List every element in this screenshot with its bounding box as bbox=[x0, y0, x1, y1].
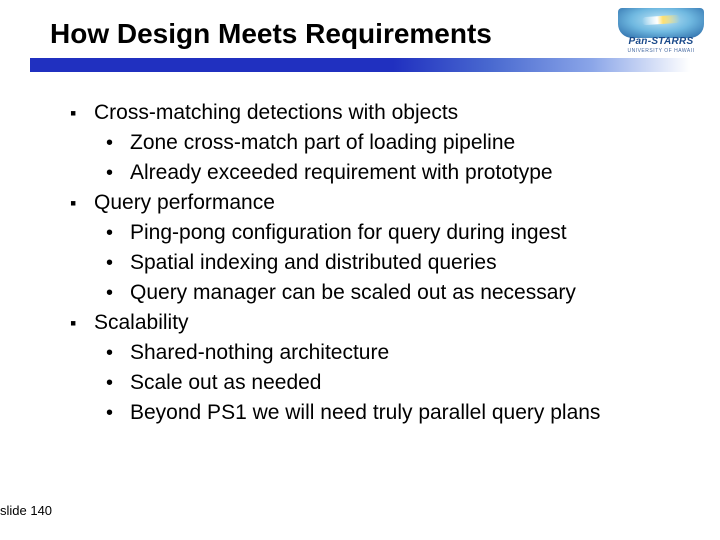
dot-bullet-icon: • bbox=[106, 250, 130, 276]
dot-bullet-icon: • bbox=[106, 280, 130, 306]
sub-bullet-item: • Beyond PS1 we will need truly parallel… bbox=[106, 400, 680, 426]
square-bullet-icon: ▪ bbox=[70, 310, 94, 336]
sub-bullet-item: • Query manager can be scaled out as nec… bbox=[106, 280, 680, 306]
sub-bullet-text: Beyond PS1 we will need truly parallel q… bbox=[130, 400, 600, 426]
sub-bullet-text: Zone cross-match part of loading pipelin… bbox=[130, 130, 515, 156]
dot-bullet-icon: • bbox=[106, 340, 130, 366]
sub-bullet-item: • Already exceeded requirement with prot… bbox=[106, 160, 680, 186]
sub-bullet-text: Query manager can be scaled out as neces… bbox=[130, 280, 576, 306]
title-separator-bar bbox=[30, 58, 690, 72]
square-bullet-icon: ▪ bbox=[70, 190, 94, 216]
square-bullet-icon: ▪ bbox=[70, 100, 94, 126]
sub-bullet-item: • Scale out as needed bbox=[106, 370, 680, 396]
sub-bullet-item: • Ping-pong configuration for query duri… bbox=[106, 220, 680, 246]
bullet-text: Cross-matching detections with objects bbox=[94, 100, 458, 126]
sub-bullet-text: Shared-nothing architecture bbox=[130, 340, 389, 366]
sub-bullet-text: Scale out as needed bbox=[130, 370, 321, 396]
sub-bullet-item: • Spatial indexing and distributed queri… bbox=[106, 250, 680, 276]
sub-bullet-text: Already exceeded requirement with protot… bbox=[130, 160, 553, 186]
panstarrs-logo: Pan-STARRS UNIVERSITY OF HAWAII bbox=[618, 8, 704, 50]
logo-name: Pan-STARRS bbox=[618, 36, 704, 47]
dot-bullet-icon: • bbox=[106, 220, 130, 246]
dot-bullet-icon: • bbox=[106, 130, 130, 156]
sub-bullet-item: • Zone cross-match part of loading pipel… bbox=[106, 130, 680, 156]
slide-number: slide 140 bbox=[0, 503, 52, 518]
bullet-text: Query performance bbox=[94, 190, 275, 216]
sub-bullet-text: Spatial indexing and distributed queries bbox=[130, 250, 497, 276]
sub-bullet-item: • Shared-nothing architecture bbox=[106, 340, 680, 366]
sub-bullet-text: Ping-pong configuration for query during… bbox=[130, 220, 567, 246]
bullet-item: ▪ Query performance bbox=[70, 190, 680, 216]
bullet-content: ▪ Cross-matching detections with objects… bbox=[70, 100, 680, 426]
dot-bullet-icon: • bbox=[106, 400, 130, 426]
dot-bullet-icon: • bbox=[106, 370, 130, 396]
bullet-item: ▪ Scalability bbox=[70, 310, 680, 336]
bullet-item: ▪ Cross-matching detections with objects bbox=[70, 100, 680, 126]
slide-title: How Design Meets Requirements bbox=[50, 18, 680, 50]
dot-bullet-icon: • bbox=[106, 160, 130, 186]
slide-container: Pan-STARRS UNIVERSITY OF HAWAII How Desi… bbox=[0, 0, 720, 540]
logo-subtitle: UNIVERSITY OF HAWAII bbox=[618, 48, 704, 54]
bullet-text: Scalability bbox=[94, 310, 189, 336]
